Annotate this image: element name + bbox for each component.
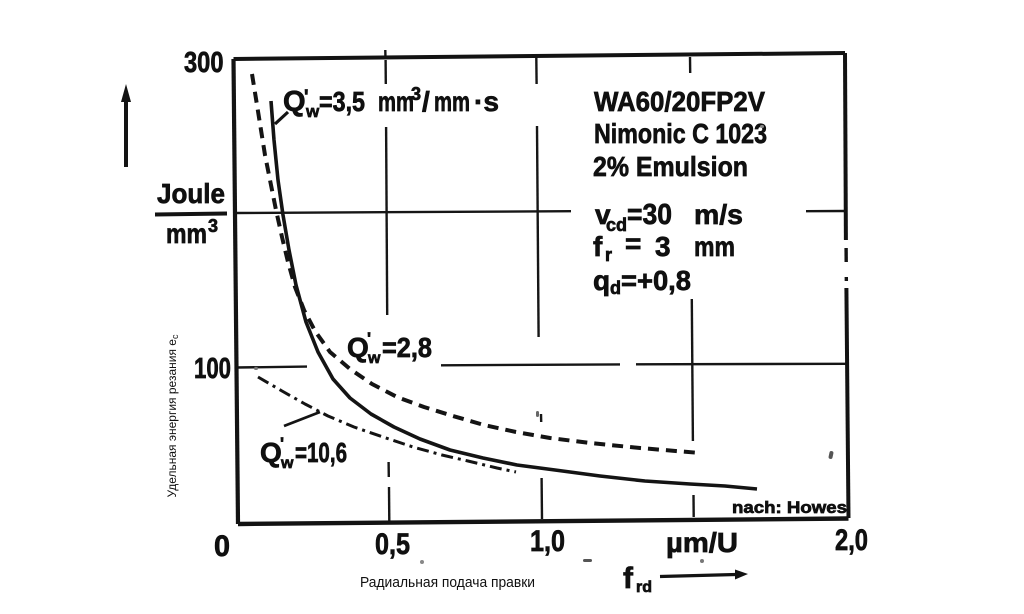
svg-text:': ' — [304, 87, 309, 108]
svg-text:=10,6: =10,6 — [295, 437, 347, 468]
svg-text:0: 0 — [214, 530, 230, 563]
svg-text:3: 3 — [655, 231, 671, 262]
svg-text:Q: Q — [283, 86, 306, 118]
svg-text:Q: Q — [260, 437, 282, 468]
svg-text:': ' — [280, 434, 284, 453]
svg-text:300: 300 — [184, 47, 224, 79]
svg-text:v: v — [595, 199, 611, 230]
svg-text:q: q — [593, 265, 610, 296]
svg-text:d: d — [610, 278, 621, 298]
svg-text:nach: Howes: nach: Howes — [732, 498, 847, 517]
svg-text:100: 100 — [194, 353, 231, 385]
svg-text:w: w — [305, 102, 320, 121]
svg-text:1,0: 1,0 — [530, 525, 565, 558]
svg-text:Q: Q — [347, 332, 369, 363]
svg-text:2,0: 2,0 — [835, 524, 868, 557]
svg-text:/: / — [422, 86, 430, 117]
svg-text:3: 3 — [208, 216, 218, 236]
svg-text:0,5: 0,5 — [375, 528, 410, 561]
svg-text:mm: mm — [694, 231, 735, 262]
svg-text:µm/U: µm/U — [666, 527, 738, 558]
svg-text:f: f — [623, 562, 634, 595]
svg-text:w: w — [280, 455, 294, 472]
svg-text:=30: =30 — [627, 199, 672, 231]
svg-text:=2,8: =2,8 — [382, 332, 432, 363]
svg-text:': ' — [367, 329, 371, 348]
svg-text:m/s: m/s — [694, 199, 743, 230]
svg-text:=+0,8: =+0,8 — [621, 265, 691, 296]
svg-text:2% Emulsion: 2% Emulsion — [593, 151, 748, 182]
svg-text:WA60/20FP2V: WA60/20FP2V — [594, 86, 765, 117]
svg-text:mm: mm — [166, 218, 207, 249]
svg-text:3: 3 — [411, 84, 421, 104]
svg-text:=3,5: =3,5 — [319, 86, 365, 117]
svg-text:Удельная энергия резания ес: Удельная энергия резания ес — [165, 334, 180, 497]
svg-text:w: w — [367, 350, 381, 367]
svg-text:Nimonic C 1023: Nimonic C 1023 — [594, 118, 767, 149]
svg-text:mm: mm — [378, 86, 414, 117]
svg-text:Радиальная подача правки: Радиальная подача правки — [360, 575, 535, 591]
svg-text:=: = — [625, 228, 641, 259]
svg-text:f: f — [593, 231, 603, 262]
svg-text:·s: ·s — [474, 86, 499, 117]
svg-text:r: r — [605, 245, 612, 265]
svg-text:rd: rd — [636, 579, 652, 596]
svg-text:Joule: Joule — [157, 178, 225, 209]
svg-text:cd: cd — [606, 215, 627, 235]
svg-text:mm: mm — [434, 86, 470, 117]
